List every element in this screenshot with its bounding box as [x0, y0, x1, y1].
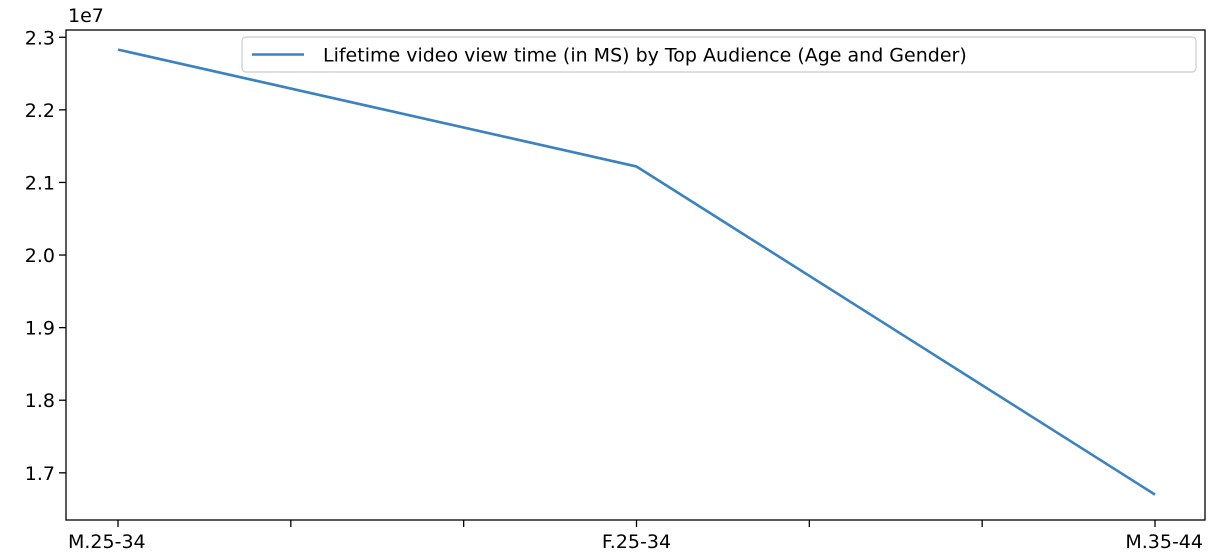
y-tick-label: 2.1: [25, 172, 55, 194]
legend-box: [241, 36, 1197, 73]
legend-label: Lifetime video view time (in MS) by Top …: [323, 45, 967, 67]
y-tick-label: 1.9: [25, 318, 55, 340]
y-tick-label: 1.7: [25, 463, 55, 485]
axes-group: 1.7 1.8 1.9 2.0 2.1 2.2 2.3 1e7 M.25-34 F.25-34 M.…: [25, 5, 1206, 553]
y-offset-label: 1e7: [68, 5, 104, 27]
x-tick-label: M.25-34: [68, 531, 146, 553]
series-line: [117, 48, 1156, 496]
y-tick-label: 2.3: [25, 27, 55, 49]
y-tick-label: 2.2: [25, 100, 55, 122]
legend: Lifetime video view time (in MS) by Top …: [241, 36, 1197, 73]
plot-frame: [65, 29, 1206, 521]
y-tick-label: 2.0: [25, 245, 55, 267]
y-tick-label: 1.8: [25, 390, 55, 412]
x-tick-label: M.35-44: [1125, 531, 1203, 553]
x-tick-label: F.25-34: [602, 531, 671, 553]
series-group: [117, 48, 1156, 496]
